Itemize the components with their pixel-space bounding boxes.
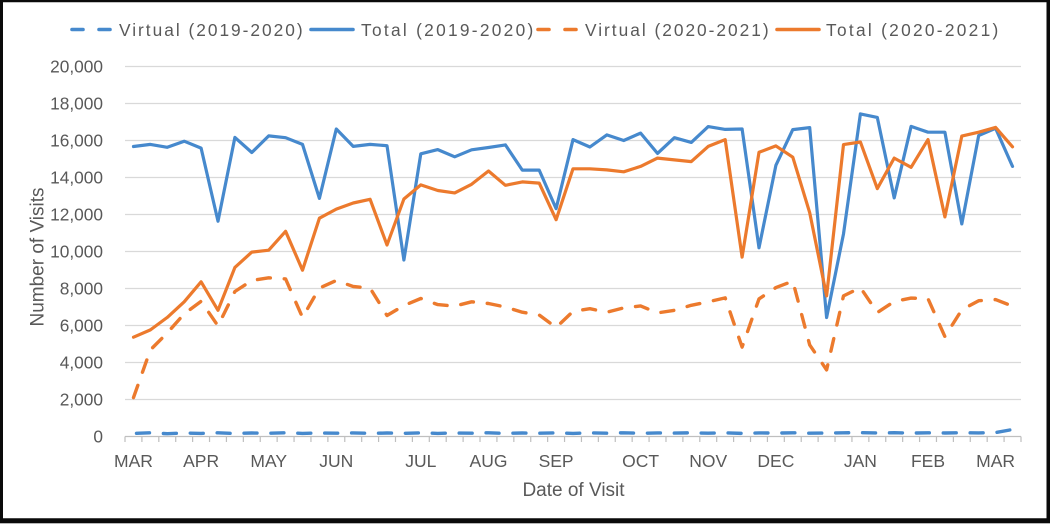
svg-text:8,000: 8,000 xyxy=(60,278,103,298)
svg-text:SEP: SEP xyxy=(539,451,574,471)
svg-text:2,000: 2,000 xyxy=(60,389,103,409)
svg-text:4,000: 4,000 xyxy=(60,352,103,372)
svg-text:Virtual (2019-2020): Virtual (2019-2020) xyxy=(119,20,305,40)
svg-text:AUG: AUG xyxy=(470,451,508,471)
svg-text:MAR: MAR xyxy=(976,451,1015,471)
svg-text:MAR: MAR xyxy=(114,451,153,471)
svg-text:Total (2019-2020): Total (2019-2020) xyxy=(361,20,536,40)
svg-text:JAN: JAN xyxy=(844,451,877,471)
svg-text:DEC: DEC xyxy=(757,451,794,471)
svg-text:Total (2020-2021): Total (2020-2021) xyxy=(826,20,1001,40)
svg-text:16,000: 16,000 xyxy=(50,130,103,150)
svg-text:Number of Visits: Number of Visits xyxy=(28,187,49,326)
svg-text:FEB: FEB xyxy=(911,451,945,471)
svg-text:0: 0 xyxy=(93,426,103,446)
svg-text:NOV: NOV xyxy=(689,451,727,471)
svg-text:6,000: 6,000 xyxy=(60,315,103,335)
svg-text:12,000: 12,000 xyxy=(50,204,103,224)
svg-text:20,000: 20,000 xyxy=(50,56,103,76)
svg-text:JUN: JUN xyxy=(319,451,353,471)
svg-text:APR: APR xyxy=(183,451,219,471)
svg-text:Date of Visit: Date of Visit xyxy=(522,480,625,501)
svg-text:14,000: 14,000 xyxy=(50,167,103,187)
svg-text:10,000: 10,000 xyxy=(50,241,103,261)
svg-text:Virtual (2020-2021): Virtual (2020-2021) xyxy=(585,20,771,40)
svg-text:MAY: MAY xyxy=(250,451,287,471)
svg-text:JUL: JUL xyxy=(405,451,436,471)
svg-text:18,000: 18,000 xyxy=(50,93,103,113)
svg-text:OCT: OCT xyxy=(622,451,659,471)
